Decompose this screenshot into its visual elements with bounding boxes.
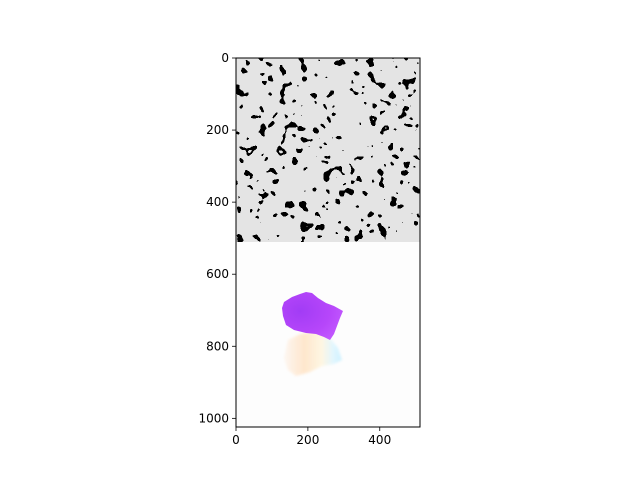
y-tick-label: 200 [206,123,229,137]
y-tick-label: 1000 [198,411,229,425]
x-tick-label: 400 [368,433,391,447]
y-tick-label: 800 [206,339,229,353]
x-axis: 0 200 400 [232,427,391,447]
y-tick-label: 0 [221,51,229,65]
pastel-blob [284,330,342,376]
axes-frame [235,57,421,428]
y-tick-label: 400 [206,195,229,209]
texture-noise [236,58,420,242]
y-axis: 0 200 400 600 800 1000 [198,51,236,425]
x-tick-label: 0 [232,433,240,447]
y-tick-label: 600 [206,267,229,281]
purple-blob [282,292,343,340]
x-tick-label: 200 [296,433,319,447]
